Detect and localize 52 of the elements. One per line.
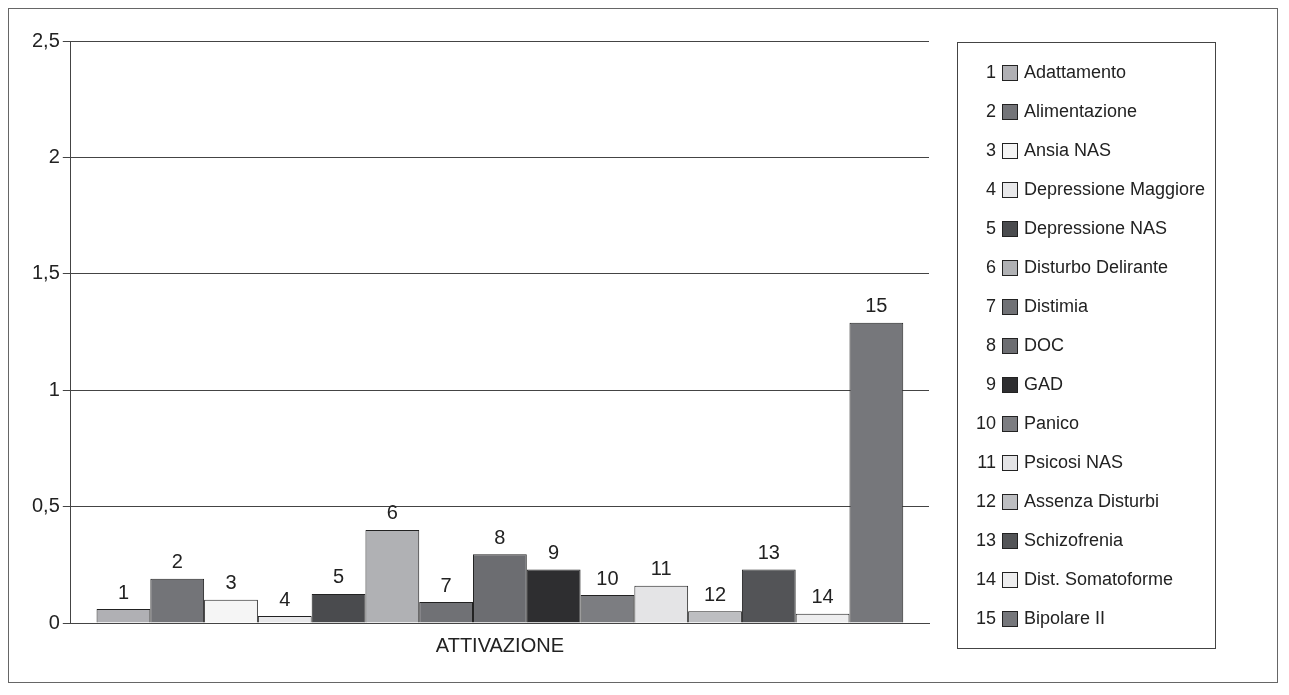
annotation: 6 [386,500,398,523]
y-tick-label: 0,5 [31,493,60,516]
text: 2 [985,101,996,121]
annotation: 3 [225,570,237,593]
annotation: 11 [650,556,672,579]
annotation: 8 [494,525,506,548]
annotation: 4 [279,587,291,610]
annotation: 12 [703,582,727,605]
annotation: 10 [596,566,619,589]
legend-label: Assenza Disturbi [1024,491,1160,512]
text: 15 [975,608,996,628]
legend-label: Panico [1024,413,1080,434]
text: 8 [985,335,996,355]
y-tick-label: 2 [48,144,60,167]
legend-label: Distimia [1024,296,1089,317]
legend-label: Bipolare II [1024,608,1106,629]
legend-label: Adattamento [1024,62,1127,83]
annotation: 7 [440,573,452,596]
text: 4 [985,179,996,199]
text: 7 [985,296,996,316]
annotation: 14 [811,584,834,607]
annotation: 2 [171,549,183,572]
y-tick-label: 1 [48,377,60,400]
annotation: 13 [757,540,780,563]
y-tick-label: 2,5 [31,28,60,51]
text: 12 [975,491,996,511]
x-tick-label: ATTIVAZIONE [435,633,564,656]
text: 14 [975,569,996,589]
text: 5 [985,218,996,238]
legend-label: Schizofrenia [1024,530,1124,551]
legend-label: DOC [1024,335,1064,356]
legend-label: Depressione NAS [1024,218,1168,239]
annotation: 9 [548,540,560,563]
legend-label: Disturbo Delirante [1024,257,1169,278]
text: 10 [975,413,996,433]
annotation: 1 [117,580,129,603]
text: 3 [985,140,996,160]
legend-label: GAD [1024,374,1064,395]
text: 1 [985,62,996,82]
legend-label: Depressione Maggiore [1024,179,1206,200]
text: 11 [977,452,996,472]
legend-label: Psicosi NAS [1024,452,1124,473]
legend-label: Alimentazione [1024,101,1138,122]
y-tick-label: 0 [48,610,60,633]
legend-label: Dist. Somatoforme [1024,569,1174,590]
text: 6 [985,257,996,277]
text: 13 [975,530,996,550]
annotation: 15 [865,293,888,316]
annotation: 5 [333,564,345,587]
y-tick-label: 1,5 [31,260,60,283]
text: 9 [985,374,996,394]
legend-label: Ansia NAS [1024,140,1112,161]
